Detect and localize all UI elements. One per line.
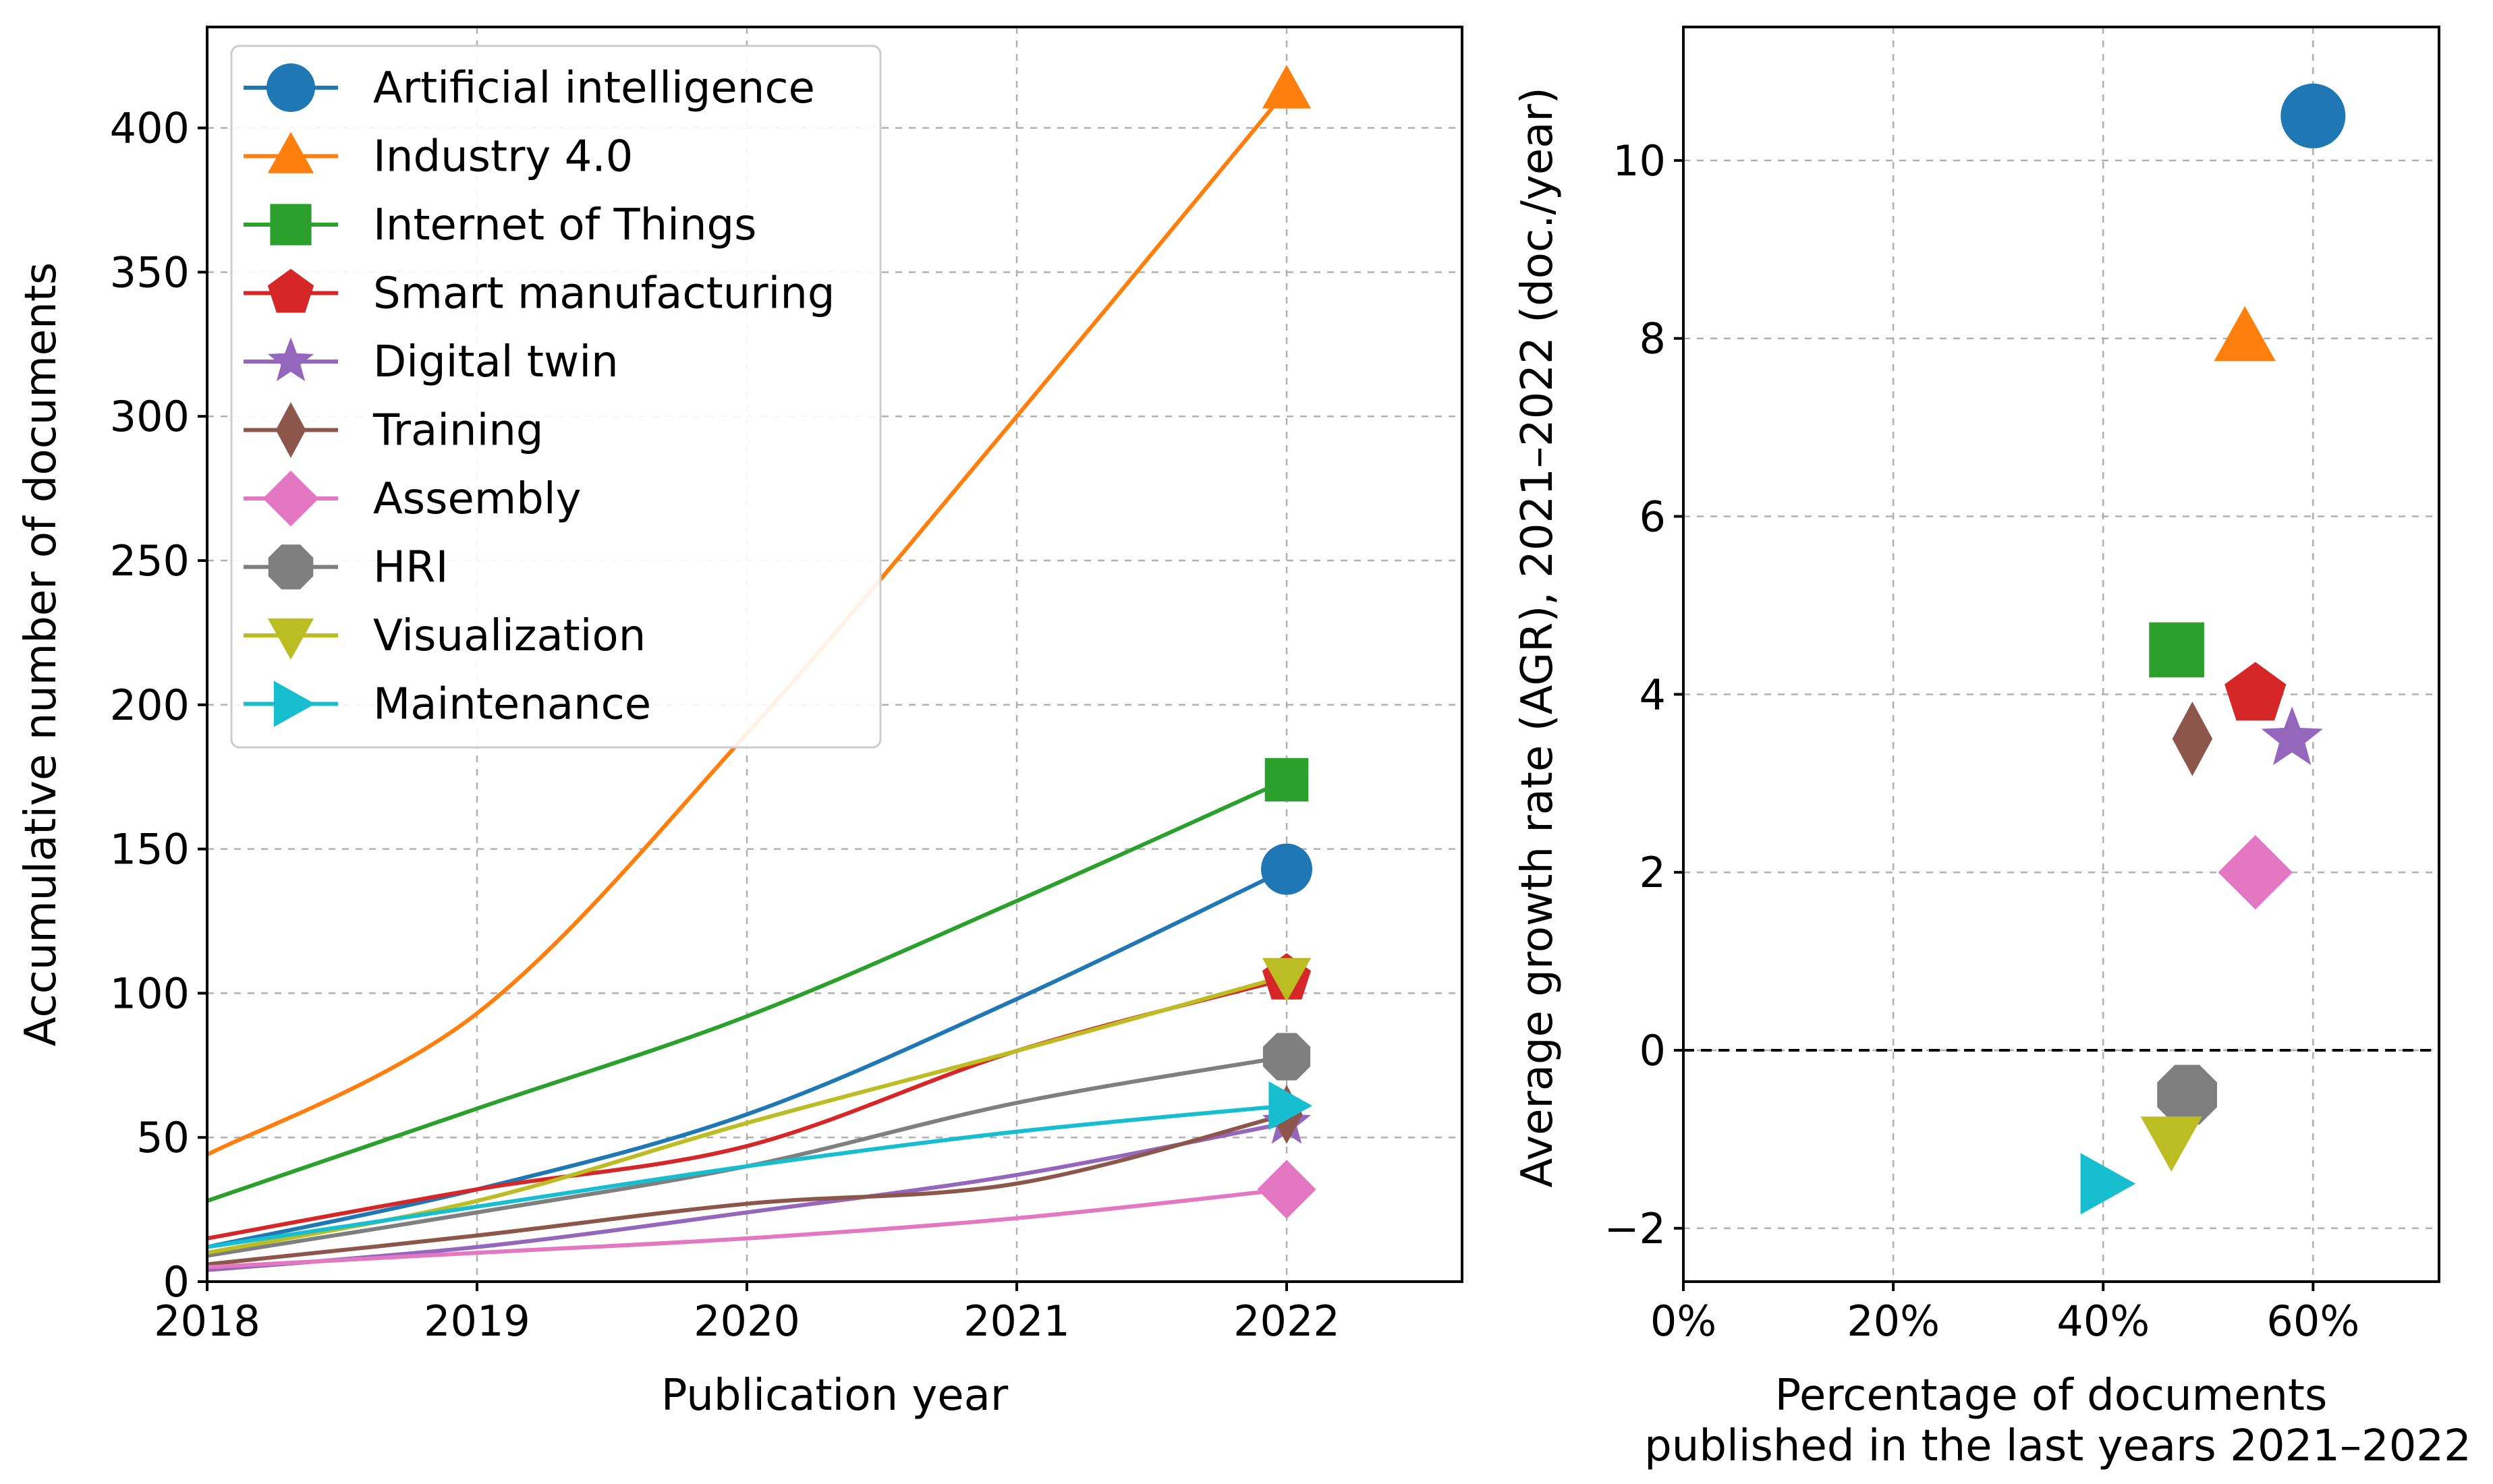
y-tick-label: 250: [110, 536, 190, 586]
scatter-point-visualization: [2140, 1116, 2202, 1172]
legend-label-maintenance: Maintenance: [373, 680, 651, 730]
series-line-internet-of-things: [206, 778, 1288, 1203]
x-tick-label: 2022: [1233, 1296, 1340, 1346]
series-marker-assembly: [1257, 1160, 1316, 1219]
right-scatter-points: [2080, 83, 2346, 1215]
legend-label-industry-4-0: Industry 4.0: [373, 132, 633, 182]
scatter-point-maintenance: [2080, 1153, 2136, 1215]
legend-marker-internet-of-things: [270, 204, 312, 246]
right-plot-area: [1683, 27, 2439, 1282]
left-series-markers: [1257, 65, 1316, 1219]
x-tick-label: 2019: [424, 1296, 530, 1346]
right-plot-frame: [1682, 26, 2440, 1283]
y-tick-label: 100: [110, 969, 190, 1018]
y-tick-label: 50: [136, 1113, 190, 1162]
series-marker-maintenance: [1268, 1081, 1312, 1131]
series-marker-artificial-intelligence: [1261, 843, 1312, 895]
legend: Artificial intelligence Industry 4.0 Inter…: [230, 45, 882, 749]
scatter-point-industry-4-0: [2214, 306, 2276, 362]
y-tick-label: 200: [110, 681, 190, 730]
right-y-axis-label: Average growth rate (AGR), 2021–2022 (do…: [1513, 87, 1563, 1188]
scatter-point-hri: [2157, 1064, 2217, 1125]
series-marker-hri: [1262, 1033, 1311, 1081]
left-plot-frame: [206, 26, 1463, 1283]
legend-marker-artificial-intelligence: [267, 63, 315, 112]
right-scatter-chart: 0% 20% 40% 60% −2 0 2 4 6 8 10 Percentage of docum…: [1513, 26, 2471, 1471]
scatter-point-training: [2172, 702, 2213, 776]
y-tick-label: 350: [110, 248, 190, 297]
y-tick-label: 8: [1640, 314, 1666, 364]
legend-label-visualization: Visualization: [373, 611, 646, 661]
series-line-artificial-intelligence: [206, 867, 1288, 1249]
y-tick-label: 400: [110, 104, 190, 153]
legend-box: [230, 45, 882, 749]
series-marker-visualization: [1262, 958, 1312, 1002]
scatter-point-assembly: [2218, 835, 2293, 910]
left-y-axis-label: Accumulative number of documents: [16, 262, 66, 1046]
legend-marker-visualization: [267, 618, 314, 660]
y-tick-label: 6: [1640, 492, 1666, 542]
right-axis-ticks: 0% 20% 40% 60% −2 0 2 4 6 8 10: [1604, 136, 2360, 1346]
right-x-axis-label-line2: published in the last years 2021–2022: [1644, 1421, 2471, 1471]
x-tick-label: 40%: [2056, 1296, 2150, 1346]
scatter-point-artificial-intelligence: [2280, 83, 2346, 148]
y-tick-label: 4: [1640, 670, 1666, 719]
legend-marker-maintenance: [273, 681, 315, 727]
y-tick-label: −2: [1604, 1204, 1666, 1253]
legend-marker-industry-4-0: [267, 132, 314, 173]
x-tick-label: 0%: [1650, 1296, 1716, 1346]
series-marker-internet-of-things: [1264, 758, 1309, 802]
series-line-maintenance: [206, 1104, 1287, 1249]
y-tick-label: 300: [110, 392, 190, 441]
legend-label-internet-of-things: Internet of Things: [373, 200, 756, 250]
legend-marker-training: [275, 402, 306, 458]
y-tick-label: 0: [1640, 1026, 1666, 1075]
x-tick-label: 2020: [694, 1296, 800, 1346]
left-axis-ticks: 2018 2019 2020 2021 2022 0 50 100 150 200 250 300 35…: [110, 104, 1340, 1346]
x-tick-label: 20%: [1847, 1296, 1940, 1346]
y-tick-label: 2: [1640, 848, 1666, 897]
y-tick-label: 150: [110, 825, 190, 874]
legend-marker-assembly: [262, 470, 319, 527]
right-x-axis-label-line1: Percentage of documents: [1775, 1371, 2328, 1421]
left-line-chart: 2018 2019 2020 2021 2022 0 50 100 150 200 250 300 35…: [16, 26, 1463, 1421]
legend-label-training: Training: [372, 406, 544, 456]
legend-label-assembly: Assembly: [373, 474, 581, 524]
y-tick-label: 0: [163, 1257, 190, 1307]
legend-label-smart-manufacturing: Smart manufacturing: [373, 269, 835, 319]
x-tick-label: 2021: [963, 1296, 1070, 1346]
left-x-axis-label: Publication year: [661, 1371, 1009, 1421]
series-line-assembly: [206, 1187, 1287, 1269]
scatter-point-digital-twin: [2261, 706, 2323, 766]
left-series-lines: [206, 89, 1289, 1272]
legend-marker-smart-manufacturing: [267, 268, 314, 313]
y-tick-label: 10: [1613, 136, 1666, 186]
series-marker-industry-4-0: [1262, 65, 1312, 109]
scatter-point-smart-manufacturing: [2224, 662, 2287, 721]
legend-label-artificial-intelligence: Artificial intelligence: [373, 63, 815, 113]
legend-label-digital-twin: Digital twin: [373, 337, 619, 387]
legend-label-hri: HRI: [373, 543, 448, 593]
x-tick-label: 2018: [154, 1296, 260, 1346]
x-tick-label: 60%: [2266, 1296, 2359, 1346]
legend-marker-hri: [268, 544, 314, 590]
legend-marker-digital-twin: [267, 337, 314, 382]
series-line-training: [206, 1112, 1287, 1267]
scatter-point-internet-of-things: [2149, 622, 2204, 678]
